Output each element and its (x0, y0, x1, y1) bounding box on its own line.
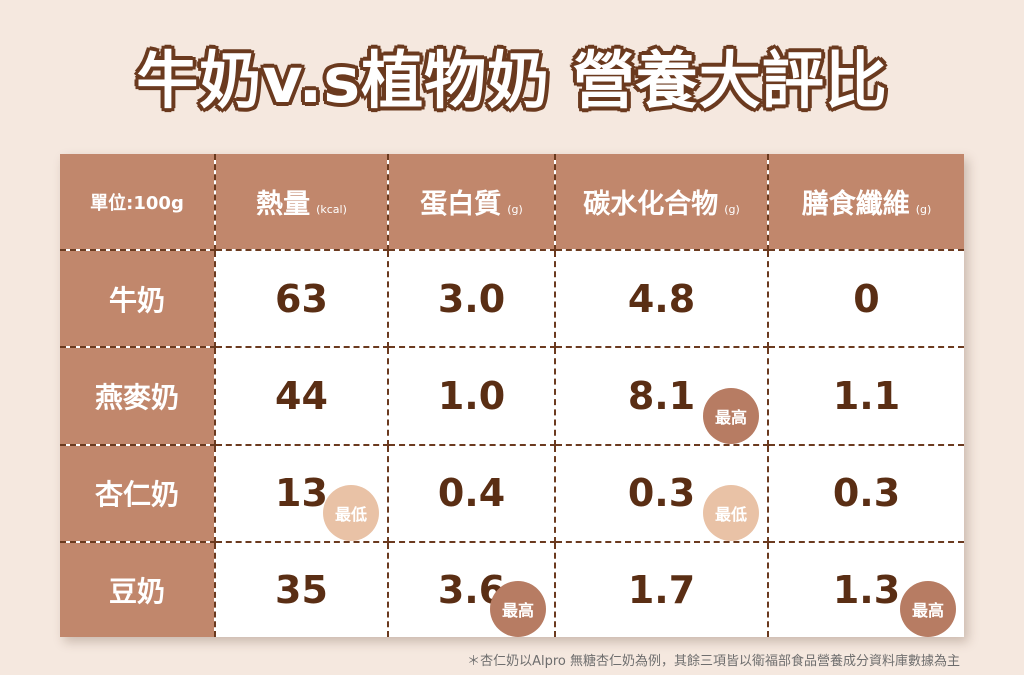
table-cell: 44 (215, 347, 389, 446)
table-cell: 0.4 (388, 444, 556, 543)
cell-value: 1.1 (832, 373, 901, 418)
header-row: 單位:100g 熱量 (kcal) 蛋白質 (g) 碳水化合物 (g) 膳食纖維 (g) (60, 154, 964, 251)
col-header-carbs: 碳水化合物 (g) (555, 154, 769, 251)
page-title: 牛奶v.s植物奶 營養大評比 (134, 42, 888, 119)
col-unit: (kcal) (316, 203, 347, 216)
cell-value: 35 (275, 567, 328, 612)
row-header: 燕麥奶 (60, 347, 216, 446)
table-cell: 0.3 (768, 444, 964, 543)
cell-value: 1.3 (832, 567, 901, 612)
table-row-almond-milk: 杏仁奶 13 最低 0.4 0.3 最低 0.3 (60, 444, 964, 543)
table-cell: 63 (215, 250, 389, 349)
table-cell: 8.1 最高 (555, 347, 769, 446)
table-cell: 1.1 (768, 347, 964, 446)
table-cell: 35 (215, 541, 389, 637)
highest-badge: 最高 (490, 581, 546, 637)
col-name: 膳食纖維 (801, 189, 910, 220)
cell-value: 0.3 (832, 471, 901, 516)
col-name: 熱量 (256, 189, 311, 220)
row-header: 杏仁奶 (60, 444, 216, 543)
cell-value: 8.1 (627, 373, 696, 418)
table-cell: 1.0 (388, 347, 556, 446)
table-cell: 4.8 (555, 250, 769, 349)
highest-badge: 最高 (900, 581, 956, 637)
cell-value: 0.3 (627, 471, 696, 516)
cell-value: 0.4 (437, 471, 506, 516)
col-header-protein: 蛋白質 (g) (388, 154, 556, 251)
lowest-badge: 最低 (323, 484, 379, 541)
row-header: 豆奶 (60, 541, 216, 637)
cell-value: 44 (275, 373, 328, 418)
table-row-milk: 牛奶 63 3.0 4.8 0 (60, 250, 964, 349)
cell-value: 0 (853, 276, 880, 321)
table-cell: 1.3 最高 (768, 542, 964, 637)
col-unit: (g) (507, 203, 523, 216)
col-unit: (g) (724, 203, 740, 216)
col-name: 碳水化合物 (583, 189, 719, 220)
table-cell: 3.6 最高 (388, 541, 556, 637)
row-header: 牛奶 (60, 250, 216, 349)
table-cell: 13 最低 (215, 444, 389, 543)
cell-value: 1.7 (627, 567, 696, 612)
cell-value: 3.0 (437, 276, 506, 321)
cell-value: 13 (275, 471, 328, 516)
highest-badge: 最高 (703, 387, 759, 444)
col-header-fiber: 膳食纖維 (g) (768, 154, 964, 251)
footnote: ＊杏仁奶以Alpro 無糖杏仁奶為例，其餘三項皆以衛福部食品營養成分資料庫數據為… (467, 654, 960, 669)
col-name: 蛋白質 (420, 189, 502, 220)
lowest-badge: 最低 (703, 484, 759, 541)
nutrition-table: 單位:100g 熱量 (kcal) 蛋白質 (g) 碳水化合物 (g) 膳食纖維 (g)… (60, 154, 964, 637)
col-unit: (g) (915, 203, 932, 216)
table-cell: 0 (768, 250, 964, 349)
table-cell: 3.0 (388, 250, 556, 349)
table-cell: 1.7 (555, 541, 769, 637)
table-row-oat-milk: 燕麥奶 44 1.0 8.1 最高 1.1 (60, 347, 964, 446)
col-header-calories: 熱量 (kcal) (215, 154, 389, 251)
table-cell: 0.3 最低 (555, 444, 769, 543)
cell-value: 1.0 (437, 373, 506, 418)
cell-value: 4.8 (627, 276, 696, 321)
cell-value: 63 (275, 276, 328, 321)
table-row-soy-milk: 豆奶 35 3.6 最高 1.7 1.3 最高 (60, 541, 964, 637)
unit-header: 單位:100g (60, 154, 216, 251)
